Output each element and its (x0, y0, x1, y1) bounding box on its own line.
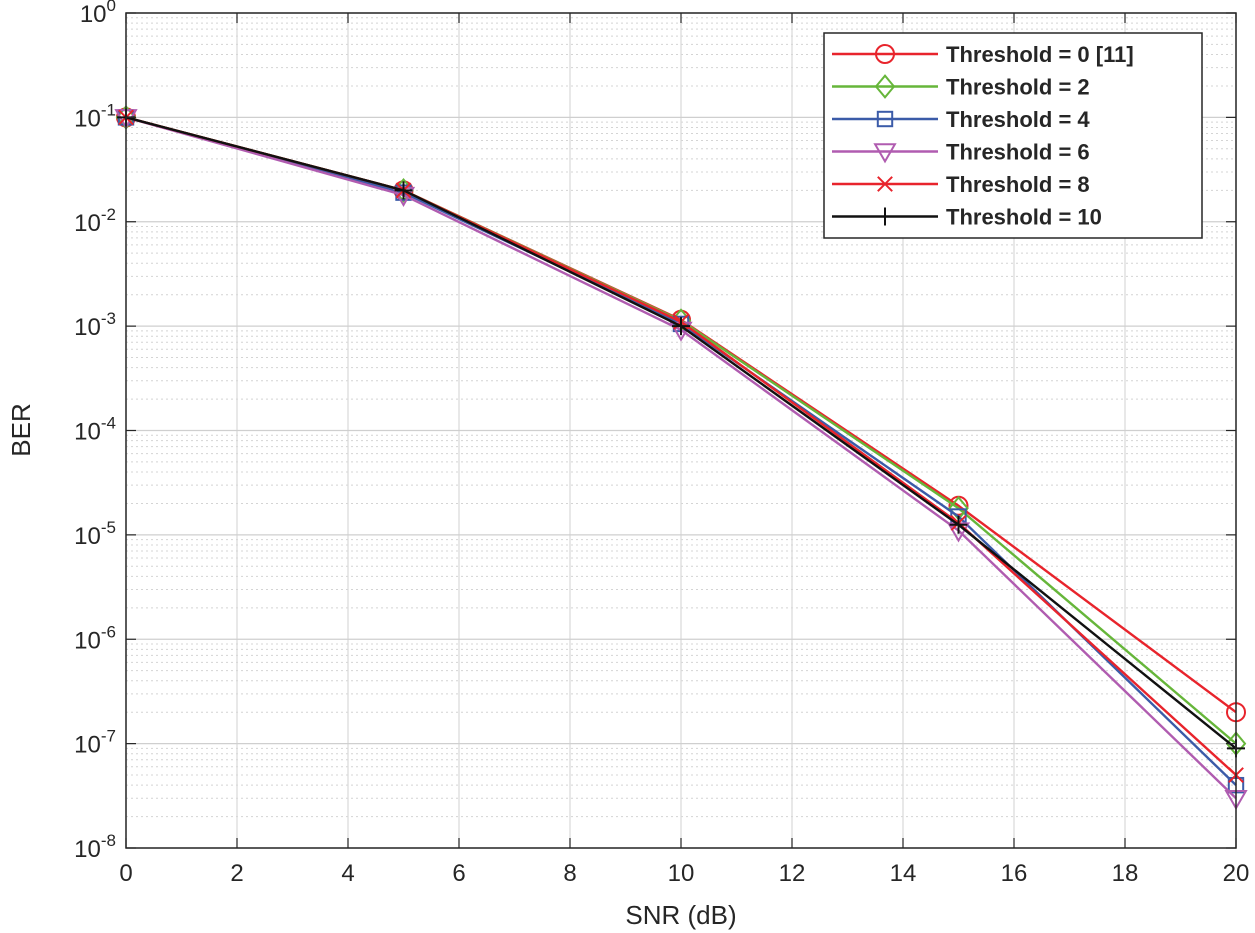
plus-marker (949, 515, 968, 534)
y-tick-label: 10-3 (74, 309, 116, 341)
y-tick-label: 10-1 (74, 100, 116, 132)
y-axis-ticks: 10-8 10-7 10-6 10-5 10-4 10-3 10-2 10-1 100 (74, 0, 1236, 863)
plus-marker (876, 207, 894, 226)
legend-entry: Threshold = 2 (832, 74, 1090, 100)
legend-label: Threshold = 10 (946, 205, 1102, 230)
y-tick-label: 10-6 (74, 622, 116, 654)
legend: Threshold = 0 [11] Threshold = 2 Threshold… (823, 32, 1203, 239)
x-tick-label: 18 (1112, 860, 1139, 887)
plus-marker (672, 317, 690, 336)
diamond-marker (393, 177, 414, 203)
x-tick-label: 4 (341, 860, 354, 887)
legend-entry: Threshold = 10 (832, 205, 1102, 230)
x-axis-ticks: 0 2 4 6 8 10 12 14 16 18 20 (119, 13, 1249, 887)
legend-box (823, 32, 1203, 239)
legend-label: Threshold = 6 (946, 140, 1090, 165)
x-tick-label: 12 (779, 860, 806, 887)
x-axis-label: SNR (dB) (625, 900, 736, 930)
legend-entry: Threshold = 4 (832, 107, 1090, 132)
legend-entry: Threshold = 0 [11] (832, 42, 1134, 67)
y-axis-label: BER (6, 403, 36, 456)
x-tick-label: 10 (668, 860, 695, 887)
x-tick-label: 20 (1223, 860, 1250, 887)
square-marker (876, 110, 894, 128)
circle-marker (875, 44, 895, 64)
x-marker (877, 176, 893, 192)
legend-entry: Threshold = 8 (832, 172, 1090, 197)
x-tick-label: 2 (230, 860, 243, 887)
y-tick-label: 10-5 (74, 518, 116, 550)
triangle-marker (873, 143, 897, 164)
series-layer (114, 105, 1248, 811)
x-tick-label: 0 (119, 860, 132, 887)
y-tick-label: 10-7 (74, 727, 116, 759)
legend-entry: Threshold = 6 (832, 140, 1090, 165)
y-tick-label: 10-4 (74, 414, 116, 446)
legend-label: Threshold = 2 (946, 75, 1090, 100)
x-tick-label: 14 (890, 860, 917, 887)
x-tick-label: 16 (1001, 860, 1028, 887)
x-tick-label: 6 (452, 860, 465, 887)
y-tick-label: 10-8 (74, 831, 116, 863)
legend-label: Threshold = 0 [11] (946, 42, 1134, 67)
y-tick-label: 100 (80, 0, 116, 28)
diamond-marker (874, 74, 896, 99)
plus-marker (394, 181, 413, 200)
legend-label: Threshold = 4 (946, 107, 1090, 132)
y-tick-label: 10-2 (74, 205, 116, 237)
x-tick-label: 8 (563, 860, 576, 887)
legend-label: Threshold = 8 (946, 172, 1090, 197)
